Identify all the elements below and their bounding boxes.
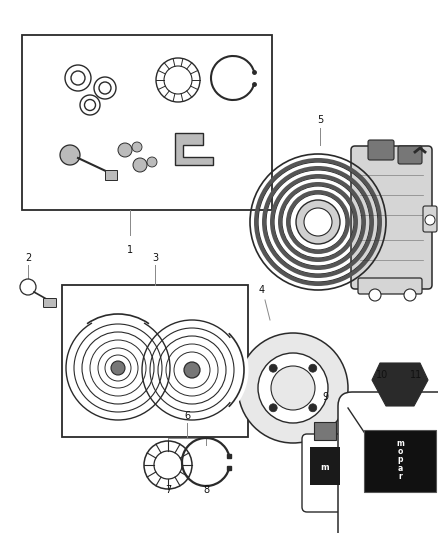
Circle shape	[271, 366, 315, 410]
Polygon shape	[372, 363, 428, 406]
Circle shape	[184, 362, 200, 378]
Circle shape	[238, 333, 348, 443]
FancyBboxPatch shape	[105, 170, 117, 180]
Circle shape	[80, 95, 100, 115]
Text: 11: 11	[410, 370, 422, 380]
Circle shape	[269, 404, 277, 412]
Circle shape	[309, 404, 317, 412]
Circle shape	[20, 279, 36, 295]
Text: 1: 1	[127, 245, 133, 255]
Text: m: m	[321, 463, 329, 472]
Circle shape	[269, 364, 277, 372]
Circle shape	[258, 353, 328, 423]
FancyBboxPatch shape	[310, 447, 340, 485]
Text: 8: 8	[203, 485, 209, 495]
Circle shape	[133, 158, 147, 172]
Circle shape	[99, 82, 111, 94]
Circle shape	[147, 157, 157, 167]
Text: 10: 10	[376, 370, 388, 380]
Circle shape	[60, 145, 80, 165]
FancyBboxPatch shape	[364, 430, 436, 492]
Circle shape	[71, 71, 85, 85]
Circle shape	[425, 215, 435, 225]
Circle shape	[132, 142, 142, 152]
Text: 3: 3	[152, 253, 158, 263]
Circle shape	[404, 289, 416, 301]
Polygon shape	[175, 133, 213, 165]
FancyBboxPatch shape	[423, 206, 437, 232]
Circle shape	[309, 364, 317, 372]
Circle shape	[111, 361, 125, 375]
Wedge shape	[262, 166, 374, 278]
Text: 7: 7	[165, 485, 171, 495]
FancyBboxPatch shape	[398, 146, 422, 164]
Wedge shape	[278, 182, 358, 262]
Text: 2: 2	[25, 253, 31, 263]
Text: 5: 5	[317, 115, 323, 125]
FancyBboxPatch shape	[368, 140, 394, 160]
Circle shape	[118, 143, 132, 157]
FancyBboxPatch shape	[43, 298, 57, 308]
Wedge shape	[270, 174, 366, 270]
FancyBboxPatch shape	[22, 35, 272, 210]
Circle shape	[369, 289, 381, 301]
Text: 6: 6	[184, 411, 190, 421]
Circle shape	[65, 65, 91, 91]
Circle shape	[304, 208, 332, 236]
Text: m
o
p
a
r: m o p a r	[396, 439, 404, 481]
Circle shape	[85, 100, 95, 110]
FancyBboxPatch shape	[358, 278, 422, 294]
Circle shape	[94, 77, 116, 99]
FancyBboxPatch shape	[351, 146, 432, 289]
Text: 9: 9	[322, 392, 328, 402]
Text: 4: 4	[259, 285, 265, 295]
FancyBboxPatch shape	[62, 285, 248, 437]
Circle shape	[296, 200, 340, 244]
Wedge shape	[286, 190, 350, 254]
FancyBboxPatch shape	[338, 392, 438, 533]
FancyBboxPatch shape	[314, 422, 336, 440]
FancyBboxPatch shape	[302, 434, 348, 512]
Wedge shape	[254, 158, 382, 286]
Circle shape	[390, 441, 400, 451]
